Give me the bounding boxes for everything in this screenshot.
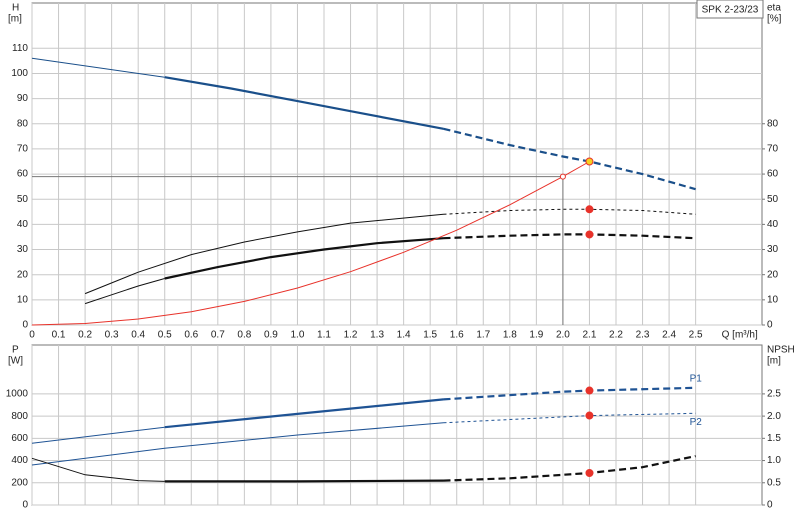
x-tick-label: 0.6 <box>184 330 198 341</box>
y2-tick-label: 2.0 <box>767 411 781 422</box>
y-tick-label: 0 <box>22 320 28 331</box>
y2-tick-label: 50 <box>767 194 779 205</box>
y-axis-label: H <box>12 3 19 14</box>
series-label: P2 <box>690 417 703 428</box>
duty-point <box>585 157 594 166</box>
duty-point <box>585 386 594 395</box>
y2-axis-label: NPSH <box>767 345 795 356</box>
x-tick-label: 2.2 <box>609 330 623 341</box>
y2-tick-label: 0.5 <box>767 477 781 488</box>
y-axis-unit: [m] <box>8 14 22 25</box>
series-label: P1 <box>690 373 703 384</box>
series-line <box>443 208 696 215</box>
y-axis-label: P <box>12 345 19 356</box>
y-tick-label: 10 <box>17 294 29 305</box>
series-line <box>31 161 590 326</box>
y2-tick-label: 1.5 <box>767 433 781 444</box>
y-tick-label: 110 <box>12 43 28 54</box>
x-tick-label: 0 <box>29 330 35 341</box>
series-line <box>164 237 444 280</box>
y2-axis-unit: [%] <box>767 14 782 25</box>
duty-point <box>559 173 566 180</box>
y2-tick-label: 0 <box>767 500 773 511</box>
x-tick-label: 2.4 <box>662 330 676 341</box>
duty-point <box>585 205 594 214</box>
series-line <box>164 398 444 429</box>
y-tick-label: 600 <box>11 433 28 444</box>
x-tick-label: 1.8 <box>503 330 517 341</box>
y2-tick-label: 2.5 <box>767 389 781 400</box>
y-tick-label: 50 <box>17 194 29 205</box>
duty-point <box>585 230 594 239</box>
y-tick-label: 0 <box>22 500 28 511</box>
x-tick-label: 0.9 <box>264 330 278 341</box>
y2-tick-label: 70 <box>767 144 779 155</box>
y2-tick-label: 20 <box>767 269 779 280</box>
series-line <box>443 127 696 191</box>
x-tick-label: 1.9 <box>529 330 543 341</box>
y2-tick-label: 80 <box>767 118 779 129</box>
title-box <box>696 0 764 19</box>
y2-tick-label: 30 <box>767 244 779 255</box>
y2-axis-label: eta <box>767 3 781 14</box>
y-tick-label: 80 <box>17 118 29 129</box>
series-line <box>84 213 444 295</box>
chart-title: SPK 2-23/23 <box>702 5 759 16</box>
plot-frame <box>31 2 763 326</box>
x-tick-label: 0.8 <box>237 330 251 341</box>
series-line <box>31 457 165 482</box>
y2-tick-label: 40 <box>767 219 779 230</box>
x-tick-label: 1.2 <box>344 330 358 341</box>
y-tick-label: 1000 <box>6 389 29 400</box>
x-tick-label: 1.5 <box>423 330 437 341</box>
series-line <box>443 386 696 401</box>
x-tick-label: 1.6 <box>450 330 464 341</box>
y-tick-label: 20 <box>17 269 29 280</box>
series-line <box>31 57 165 78</box>
x-tick-label: 0.4 <box>131 330 145 341</box>
plot-frame <box>31 344 763 506</box>
x-tick-label: 0.1 <box>52 330 66 341</box>
series-line <box>164 76 444 130</box>
duty-point <box>585 469 594 477</box>
x-tick-label: 0.3 <box>105 330 119 341</box>
x-tick-label: 0.7 <box>211 330 225 341</box>
x-tick-label: 2.0 <box>556 330 570 341</box>
y2-tick-label: 60 <box>767 169 779 180</box>
y2-tick-label: 1.0 <box>767 455 781 466</box>
y2-tick-label: 10 <box>767 294 779 305</box>
x-tick-label: 0.5 <box>158 330 172 341</box>
series-line <box>84 278 165 305</box>
y-tick-label: 90 <box>17 93 29 104</box>
y2-tick-label: 0 <box>767 320 773 331</box>
x-tick-label: 2.1 <box>583 330 597 341</box>
x-tick-label: 1.3 <box>370 330 384 341</box>
y-tick-label: 200 <box>11 477 28 488</box>
x-tick-label: 1.1 <box>317 330 331 341</box>
y-tick-label: 40 <box>17 219 29 230</box>
x-tick-label: 2.5 <box>689 330 703 341</box>
y-tick-label: 100 <box>11 68 28 79</box>
duty-point <box>585 411 594 420</box>
series-line <box>443 455 696 482</box>
y2-axis-unit: [m] <box>767 356 781 367</box>
y-tick-label: 400 <box>11 455 28 466</box>
x-tick-label: 2.3 <box>636 330 650 341</box>
series-line <box>164 479 444 483</box>
y-axis-unit: [W] <box>8 356 23 367</box>
x-tick-label: 1.4 <box>397 330 411 341</box>
x-tick-label: 0.2 <box>78 330 92 341</box>
y-tick-label: 800 <box>11 411 28 422</box>
series-line <box>31 426 165 444</box>
y-tick-label: 60 <box>17 169 29 180</box>
x-tick-label: 1.7 <box>476 330 490 341</box>
y-tick-label: 30 <box>17 244 29 255</box>
x-axis-label: Q [m³/h] <box>722 330 758 341</box>
series-line <box>31 422 444 466</box>
y-tick-label: 70 <box>17 144 29 155</box>
series-line <box>443 233 696 240</box>
x-tick-label: 1.0 <box>291 330 305 341</box>
